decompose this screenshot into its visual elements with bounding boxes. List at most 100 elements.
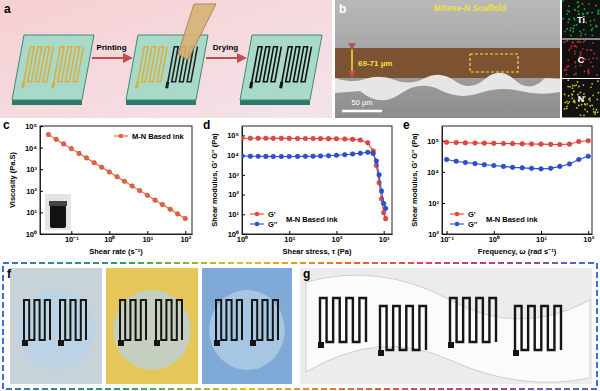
data-point	[520, 166, 525, 171]
series-line	[447, 156, 589, 169]
x-tick: 10³	[379, 231, 390, 244]
eds-dot	[564, 41, 566, 43]
data-point	[303, 154, 308, 159]
legend-marker	[119, 134, 124, 139]
x-tick-label: 10²	[583, 235, 594, 244]
y-tick-mark	[442, 172, 445, 173]
data-point	[287, 154, 292, 159]
eds-dot	[571, 94, 573, 96]
data-point	[539, 167, 544, 172]
ink-photo	[45, 194, 71, 230]
electrode-pad	[318, 342, 324, 348]
y-tick: 10⁴	[25, 144, 43, 153]
eds-dot	[590, 86, 592, 88]
data-point	[122, 179, 127, 184]
eds-dot	[595, 5, 597, 7]
electrode-pattern	[282, 47, 312, 82]
data-point	[279, 154, 284, 159]
plot-area	[444, 139, 590, 172]
electrode-pattern	[515, 306, 561, 350]
eds-dot	[570, 27, 572, 29]
eds-dot	[590, 24, 592, 26]
plot-frame	[242, 126, 392, 234]
substrate-edge	[12, 100, 82, 105]
y-tick-label: 10⁰	[26, 230, 37, 239]
data-point	[463, 141, 468, 146]
photo-bg	[45, 194, 71, 230]
data-point	[183, 216, 188, 221]
figure: PrintingDrying69-71 µmMXene-N Scaffold50…	[0, 0, 600, 391]
y-tick: 10⁰	[228, 230, 245, 239]
eds-dot	[564, 69, 566, 71]
eds-dot	[574, 50, 576, 52]
eds-dot	[595, 26, 597, 28]
eds-dot	[572, 31, 574, 33]
data-point	[454, 159, 459, 164]
y-tick-label: 10²	[228, 190, 239, 199]
data-point	[463, 160, 468, 165]
data-point	[520, 142, 525, 147]
y-axis-line	[442, 127, 443, 235]
electrode-pad	[137, 82, 138, 89]
eds-dot	[596, 26, 598, 28]
y-tick: 10²	[26, 187, 43, 196]
eds-dot	[571, 93, 573, 95]
arrow	[206, 57, 245, 59]
jar-lid	[49, 201, 67, 206]
eds-dot	[580, 114, 582, 116]
y-tick-label: 10⁵	[227, 131, 239, 140]
y-tick: 10³	[228, 171, 245, 180]
panel-label: f	[7, 267, 12, 281]
electrode-pad	[250, 340, 256, 346]
y-tick: 10¹	[26, 208, 43, 217]
plot-frame	[40, 126, 192, 234]
eds-dot	[587, 12, 589, 14]
electrode-pad	[251, 82, 252, 89]
data-point	[529, 142, 534, 147]
x-axis-line	[443, 234, 593, 235]
eds-dot	[575, 84, 577, 86]
data-point	[54, 137, 59, 142]
eds-dot	[588, 69, 590, 71]
sem-image	[335, 0, 560, 118]
data-point	[137, 188, 142, 193]
eds-dot	[582, 3, 584, 5]
y-tick-label: 10¹	[228, 210, 239, 219]
electrode-pattern	[24, 300, 50, 340]
x-tick-label: 10¹	[284, 235, 295, 244]
data-point	[482, 162, 487, 167]
eds-dot	[592, 57, 594, 59]
eds-dot	[574, 9, 576, 11]
eds-dot	[573, 17, 575, 19]
chart-panel: 10⁻¹10⁰10¹10²10⁰10¹10²10³10⁴10⁵Shear rat…	[8, 122, 193, 256]
eds-dot	[584, 109, 586, 111]
photo	[10, 268, 102, 384]
eds-dot	[571, 97, 573, 99]
panel-label: e	[403, 118, 410, 132]
glove	[209, 290, 285, 370]
eds-dot	[591, 83, 593, 85]
data-point	[92, 160, 97, 165]
eds-dot	[576, 46, 578, 48]
eds-dot	[573, 90, 575, 92]
data-point	[107, 170, 112, 175]
y-tick-label: 10²	[428, 230, 439, 239]
eds-dot	[574, 53, 576, 55]
eds-dot	[568, 18, 570, 20]
data-point	[358, 151, 363, 156]
panel-fg	[3, 263, 597, 389]
panel-b: 69-71 µmMXene-N Scaffold50 µmTiCN	[335, 0, 600, 118]
legend: G'G''M-N Based ink	[450, 210, 539, 229]
eds-dot	[597, 13, 599, 15]
electrode-pad	[154, 340, 160, 346]
photo	[300, 268, 592, 384]
x-tick: 10²	[180, 231, 191, 244]
data-point	[77, 151, 82, 156]
eds-dot	[575, 73, 577, 75]
data-point	[303, 136, 308, 141]
legend-marker	[455, 212, 460, 217]
eds-dot	[588, 71, 590, 73]
eds-dot	[574, 45, 576, 47]
x-tick-mark	[147, 231, 148, 234]
eds-dot	[591, 29, 593, 31]
